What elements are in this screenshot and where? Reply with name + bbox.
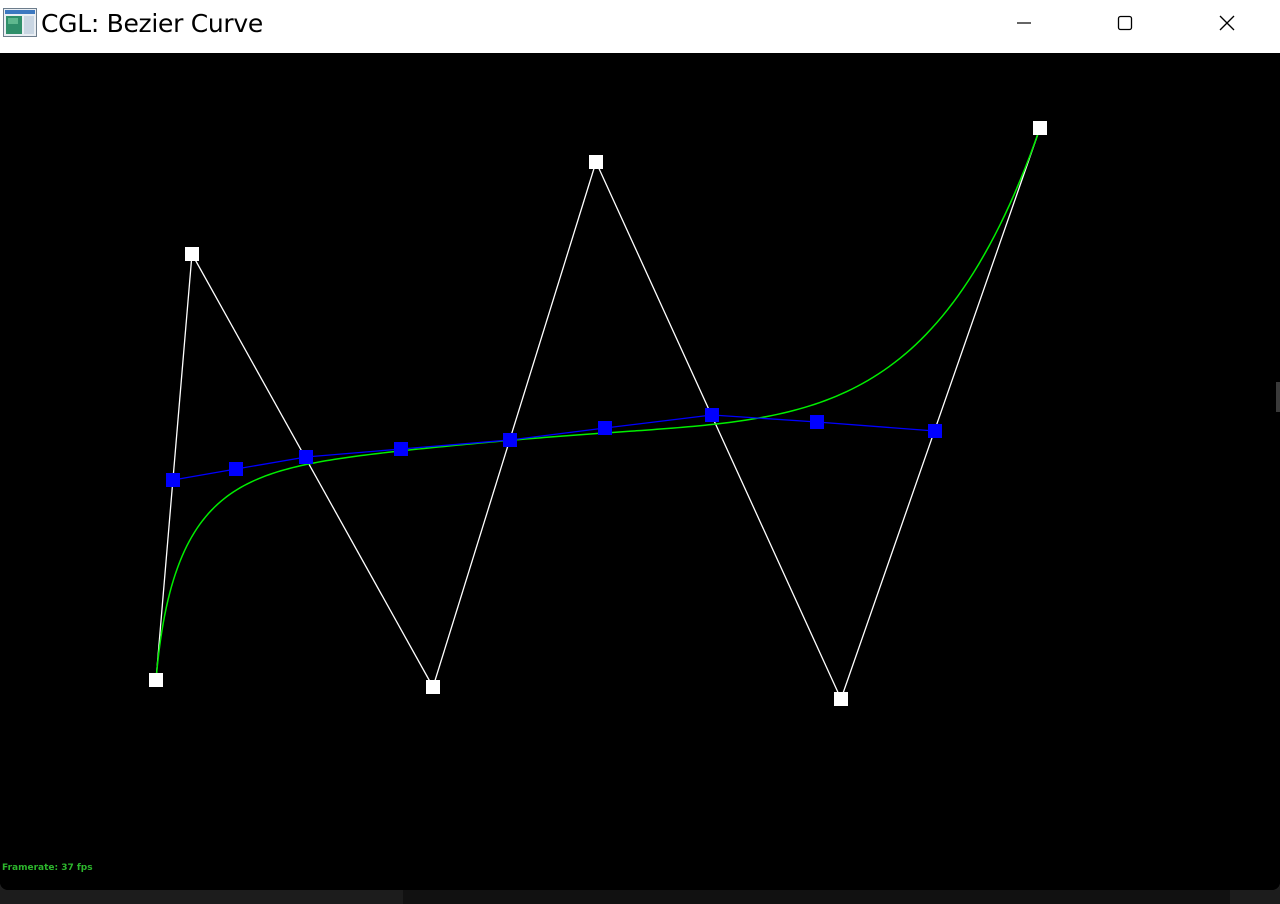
maximize-icon [1117, 15, 1133, 31]
control-polygon-segment [840, 127, 1041, 700]
intermediate-point[interactable] [705, 408, 719, 422]
intermediate-segment [604, 414, 713, 429]
framerate-label: Framerate: 37 fps [2, 863, 93, 873]
intermediate-segment [816, 421, 936, 432]
app-window-icon [3, 8, 37, 37]
bezier-scene[interactable] [0, 53, 1280, 890]
intermediate-segment [235, 456, 307, 470]
control-point[interactable] [1033, 121, 1047, 135]
maximize-button[interactable] [1075, 0, 1175, 46]
control-polygon-segment [155, 253, 193, 681]
control-polygon-segment [595, 161, 842, 700]
control-polygon-segment [432, 161, 597, 688]
control-point[interactable] [426, 680, 440, 694]
intermediate-segment [400, 439, 511, 450]
intermediate-segment [305, 448, 402, 458]
control-point[interactable] [589, 155, 603, 169]
intermediate-point[interactable] [598, 421, 612, 435]
intermediate-point[interactable] [299, 450, 313, 464]
bezier-curve [155, 127, 1041, 681]
minimize-icon [1017, 22, 1031, 24]
title-bar[interactable]: CGL: Bezier Curve [0, 0, 1280, 53]
close-button[interactable] [1177, 0, 1277, 46]
intermediate-point[interactable] [166, 473, 180, 487]
window-resize-edge[interactable] [1276, 382, 1280, 412]
intermediate-segment [172, 468, 237, 481]
intermediate-segment [509, 427, 606, 441]
desktop-strip [0, 890, 1280, 904]
control-polygon-segment [191, 253, 434, 688]
intermediate-point[interactable] [810, 415, 824, 429]
intermediate-point[interactable] [503, 433, 517, 447]
render-viewport[interactable]: Framerate: 37 fps [0, 53, 1280, 890]
intermediate-segment [711, 414, 818, 423]
window-title: CGL: Bezier Curve [41, 9, 263, 38]
control-point[interactable] [185, 247, 199, 261]
intermediate-point[interactable] [928, 424, 942, 438]
intermediate-point[interactable] [394, 442, 408, 456]
control-point[interactable] [149, 673, 163, 687]
minimize-button[interactable] [974, 0, 1074, 46]
control-point[interactable] [834, 692, 848, 706]
intermediate-point[interactable] [229, 462, 243, 476]
desktop-strip-segment [403, 890, 1230, 904]
close-icon [1219, 15, 1235, 31]
